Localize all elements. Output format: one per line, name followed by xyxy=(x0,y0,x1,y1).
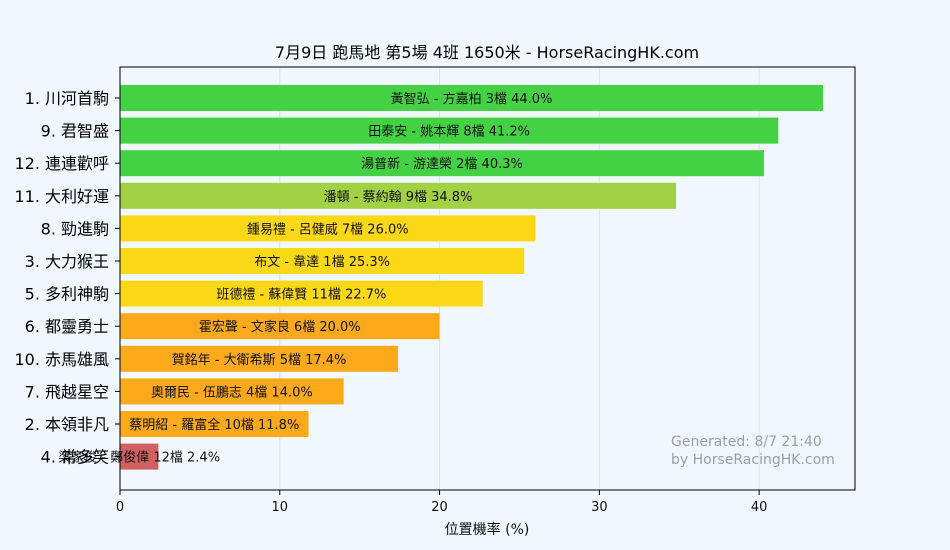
bar-label: 梁家俊 - 鄭俊偉 12檔 2.4% xyxy=(58,450,220,466)
bar-label: 鍾易禮 - 呂健威 7檔 26.0% xyxy=(247,222,409,237)
category-label: 11. 大利好運 xyxy=(14,187,109,206)
plot-frame xyxy=(119,66,856,491)
x-tick-label: 0 xyxy=(116,500,124,515)
bar xyxy=(120,443,159,470)
bar xyxy=(120,378,344,405)
bar xyxy=(120,313,440,340)
x-ticks: 0 10 20 30 40 xyxy=(116,490,768,515)
bar-label: 班德禮 - 蘇偉賢 11檔 22.7% xyxy=(216,288,386,303)
x-tick-label: 10 xyxy=(272,500,289,515)
bar xyxy=(120,85,824,111)
bar xyxy=(120,150,764,177)
bar-label: 湯普新 - 游達榮 2檔 40.3% xyxy=(361,156,523,172)
generated-annotation: Generated: 8/7 21:40 xyxy=(671,434,822,450)
source-annotation: by HorseRacingHK.com xyxy=(671,452,835,468)
category-label: 7. 飛越星空 xyxy=(25,382,109,401)
bar-label: 田泰安 - 姚本輝 8檔 41.2% xyxy=(368,125,530,140)
bar xyxy=(120,280,483,307)
category-labels: 1. 川河首駒 9. 君智盛 12. 連連歡呼 11. 大利好運 8. 勁進駒 3. 大力… xyxy=(14,89,120,467)
bar-label: 霍宏聲 - 文家良 6檔 20.0% xyxy=(199,319,361,335)
bar-label: 布文 - 韋達 1檔 25.3% xyxy=(254,255,390,270)
bar-label: 蔡明紹 - 羅富全 10檔 11.8% xyxy=(129,417,299,433)
bar-label: 潘頓 - 蔡約翰 9檔 34.8% xyxy=(324,190,473,205)
bar-label: 賀銘年 - 大衛希斯 5檔 17.4% xyxy=(172,353,347,368)
bar-label: 奧爾民 - 伍鵬志 4檔 14.0% xyxy=(151,385,313,400)
category-label: 9. 君智盛 xyxy=(41,122,109,141)
category-label: 4. 常多笑 xyxy=(41,448,109,467)
bar xyxy=(120,411,309,437)
chart-title: 7月9日 跑馬地 第5場 4班 1650米 - HorseRacingHK.co… xyxy=(275,43,699,62)
category-label: 2. 本領非凡 xyxy=(25,415,109,434)
x-tick-label: 40 xyxy=(751,500,768,515)
bars: 黃智弘 - 方嘉柏 3檔 44.0% 田泰安 - 姚本輝 8檔 41.2% 湯普新 … xyxy=(58,85,824,470)
bar xyxy=(120,248,525,274)
bar xyxy=(120,182,677,209)
category-label: 10. 赤馬雄風 xyxy=(14,350,109,369)
category-label: 5. 多利神駒 xyxy=(25,285,109,304)
x-axis-label: 位置機率 (%) xyxy=(445,521,530,538)
category-label: 8. 勁進駒 xyxy=(41,219,109,238)
bar xyxy=(120,345,399,372)
category-label: 6. 都靈勇士 xyxy=(25,317,109,336)
bar xyxy=(120,117,779,144)
category-label: 12. 連連歡呼 xyxy=(14,154,109,173)
bar-label: 黃智弘 - 方嘉柏 3檔 44.0% xyxy=(391,91,553,107)
bar xyxy=(120,215,536,242)
x-tick-label: 30 xyxy=(591,500,608,515)
category-label: 1. 川河首駒 xyxy=(25,89,109,108)
x-tick-label: 20 xyxy=(431,500,448,515)
category-label: 3. 大力猴王 xyxy=(25,252,109,271)
